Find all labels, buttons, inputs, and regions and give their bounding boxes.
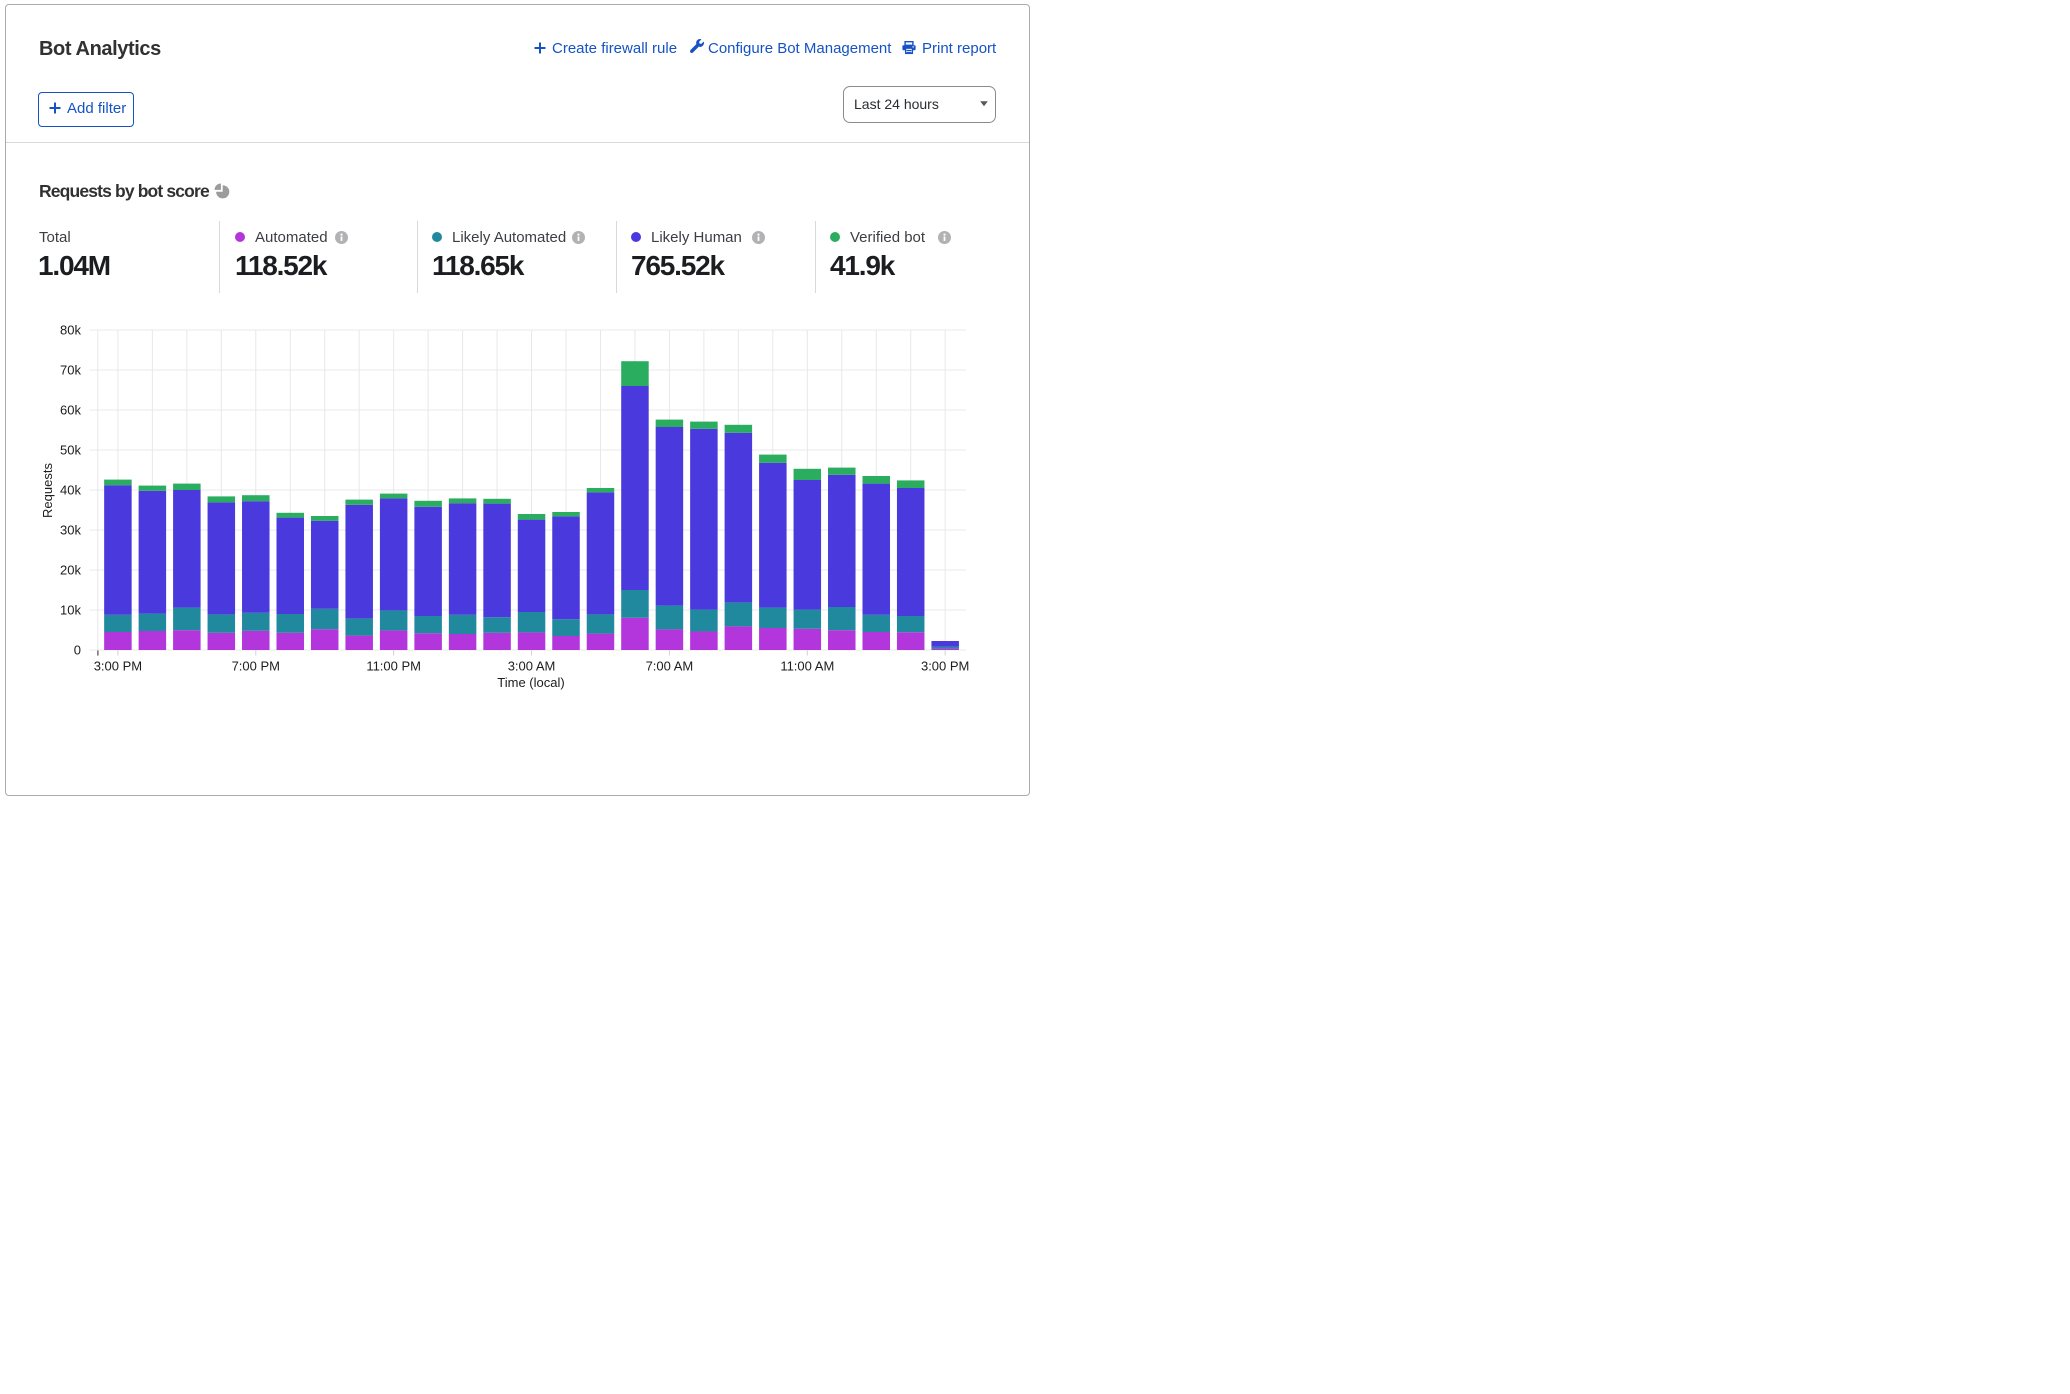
svg-text:3:00 PM: 3:00 PM: [94, 659, 142, 674]
svg-text:3:00 AM: 3:00 AM: [508, 659, 556, 674]
svg-text:7:00 AM: 7:00 AM: [646, 659, 694, 674]
svg-text:7:00 PM: 7:00 PM: [232, 659, 280, 674]
svg-text:50k: 50k: [60, 443, 81, 458]
svg-text:10k: 10k: [60, 603, 81, 618]
svg-text:20k: 20k: [60, 563, 81, 578]
svg-text:11:00 PM: 11:00 PM: [366, 659, 421, 674]
svg-text:Requests: Requests: [40, 463, 55, 518]
svg-text:3:00 PM: 3:00 PM: [921, 659, 969, 674]
svg-text:60k: 60k: [60, 403, 81, 418]
svg-text:30k: 30k: [60, 523, 81, 538]
svg-text:40k: 40k: [60, 483, 81, 498]
svg-text:Time (local): Time (local): [497, 675, 564, 690]
svg-text:0: 0: [74, 643, 81, 658]
svg-text:70k: 70k: [60, 363, 81, 378]
svg-text:11:00 AM: 11:00 AM: [780, 659, 834, 674]
svg-text:80k: 80k: [60, 323, 81, 338]
